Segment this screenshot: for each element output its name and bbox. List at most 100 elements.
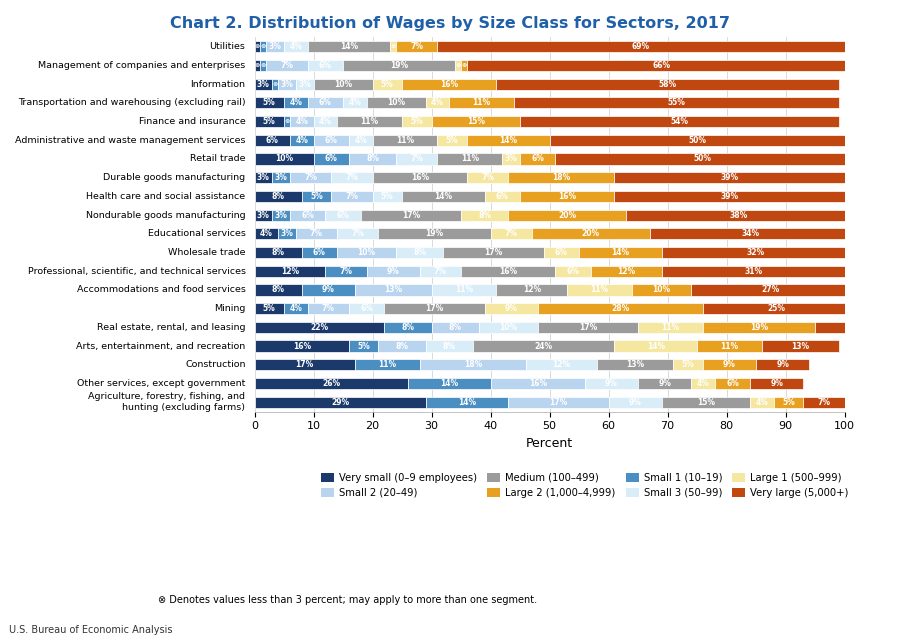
Text: 10%: 10% — [357, 248, 375, 257]
Bar — [338, 228, 378, 239]
Text: 13%: 13% — [791, 342, 809, 351]
Bar — [555, 266, 590, 277]
Text: 16%: 16% — [410, 173, 428, 182]
Text: 5%: 5% — [310, 192, 323, 201]
Bar — [255, 340, 349, 351]
Bar — [402, 116, 431, 127]
Text: 9%: 9% — [770, 379, 783, 388]
Text: ⊗ Denotes values less than 3 percent; may apply to more than one segment.: ⊗ Denotes values less than 3 percent; ma… — [158, 595, 536, 605]
Bar — [260, 60, 266, 71]
Text: 19%: 19% — [390, 61, 408, 70]
Text: 17%: 17% — [549, 397, 568, 406]
Text: 9%: 9% — [505, 304, 518, 313]
Text: 11%: 11% — [361, 117, 379, 126]
Text: 4%: 4% — [290, 304, 302, 313]
Text: 9%: 9% — [322, 285, 335, 294]
Bar — [502, 154, 520, 164]
Text: 6%: 6% — [337, 211, 349, 220]
Text: 3%: 3% — [281, 79, 293, 89]
Text: 3%: 3% — [505, 154, 518, 163]
Text: ⊗: ⊗ — [455, 63, 461, 68]
Bar — [378, 228, 491, 239]
Text: 7%: 7% — [505, 229, 518, 238]
Text: 10%: 10% — [334, 79, 352, 89]
Bar — [391, 41, 396, 52]
Bar — [255, 134, 290, 146]
Bar — [308, 303, 349, 314]
Text: 7%: 7% — [410, 42, 423, 51]
Text: 4%: 4% — [348, 99, 361, 108]
Text: 17%: 17% — [484, 248, 502, 257]
Text: 10%: 10% — [500, 323, 518, 332]
Text: ⊗: ⊗ — [462, 63, 466, 68]
Bar — [313, 79, 373, 90]
Bar — [373, 191, 402, 202]
Bar — [302, 247, 338, 258]
Text: 7%: 7% — [310, 229, 323, 238]
Text: 7%: 7% — [434, 267, 447, 276]
Text: 8%: 8% — [272, 248, 284, 257]
Text: Chart 2. Distribution of Wages by Size Class for Sectors, 2017: Chart 2. Distribution of Wages by Size C… — [170, 16, 730, 31]
Bar — [437, 134, 467, 146]
Text: 15%: 15% — [697, 397, 715, 406]
Text: 8%: 8% — [272, 285, 284, 294]
Text: 9%: 9% — [723, 360, 736, 369]
Text: 9%: 9% — [629, 397, 642, 406]
Bar — [508, 172, 615, 183]
Bar — [255, 359, 355, 371]
Bar — [260, 41, 266, 52]
Bar — [703, 303, 850, 314]
Text: 11%: 11% — [378, 360, 396, 369]
Bar — [662, 247, 850, 258]
Bar — [537, 303, 703, 314]
Bar — [455, 60, 461, 71]
Bar — [255, 191, 302, 202]
Text: 13%: 13% — [626, 360, 644, 369]
Bar — [437, 41, 844, 52]
Bar — [255, 303, 284, 314]
Text: 4%: 4% — [260, 229, 273, 238]
Bar — [444, 247, 544, 258]
Bar — [697, 340, 762, 351]
Bar — [472, 340, 615, 351]
Legend: Very small (0–9 employees), Small 2 (20–49), Medium (100–499), Large 2 (1,000–4,: Very small (0–9 employees), Small 2 (20–… — [318, 469, 852, 502]
Text: 10%: 10% — [387, 99, 405, 108]
Text: 4%: 4% — [755, 397, 769, 406]
Bar — [255, 60, 260, 71]
Bar — [484, 191, 520, 202]
Text: ⊗: ⊗ — [261, 44, 266, 49]
Text: 11%: 11% — [472, 99, 490, 108]
Bar — [691, 284, 850, 296]
Bar — [638, 378, 691, 389]
Bar — [255, 247, 302, 258]
Bar — [608, 397, 662, 408]
Bar — [284, 41, 308, 52]
Text: 14%: 14% — [340, 42, 358, 51]
Bar — [255, 154, 313, 164]
Text: 8%: 8% — [413, 248, 427, 257]
Bar — [508, 397, 608, 408]
X-axis label: Percent: Percent — [526, 437, 573, 450]
Text: 4%: 4% — [319, 117, 332, 126]
Text: 6%: 6% — [360, 304, 373, 313]
Bar — [296, 79, 313, 90]
Bar — [437, 154, 502, 164]
Bar — [255, 116, 284, 127]
Text: 9%: 9% — [387, 267, 400, 276]
Bar — [373, 79, 402, 90]
Text: 50%: 50% — [688, 136, 706, 145]
Text: 4%: 4% — [290, 42, 302, 51]
Bar — [526, 359, 597, 371]
Bar — [615, 172, 844, 183]
Text: ⊗: ⊗ — [391, 44, 396, 49]
Text: 16%: 16% — [558, 192, 576, 201]
Bar — [343, 60, 455, 71]
Bar — [532, 228, 650, 239]
Bar — [373, 134, 437, 146]
Text: 3%: 3% — [256, 79, 270, 89]
Text: 8%: 8% — [478, 211, 491, 220]
Text: 39%: 39% — [720, 173, 739, 182]
Text: ⊗: ⊗ — [261, 63, 266, 68]
Text: 5%: 5% — [446, 136, 459, 145]
Bar — [567, 284, 632, 296]
